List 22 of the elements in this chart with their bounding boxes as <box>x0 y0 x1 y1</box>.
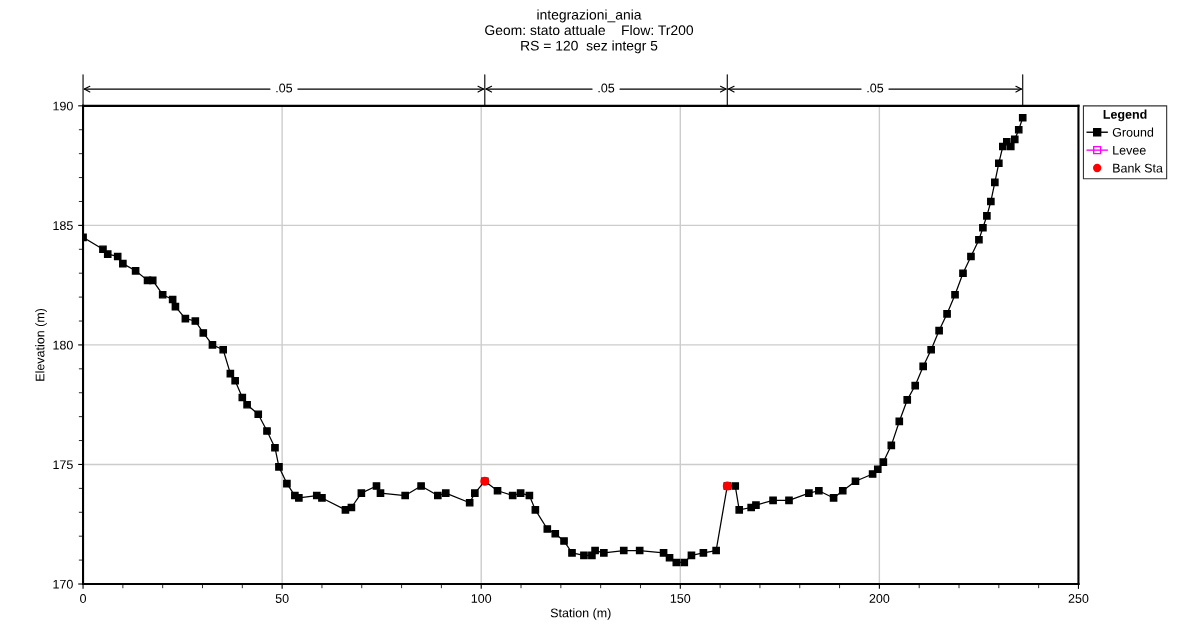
text: .05 <box>598 83 615 93</box>
legend-label: Ground <box>1112 127 1154 137</box>
legend-title: Legend <box>1103 109 1147 122</box>
chart-title: integrazioni_ania <box>537 9 642 23</box>
y-tick-label: 170 <box>53 579 73 589</box>
chart-subtitle: Geom: stato attuale Flow: Tr200 RS = 120 sez integr 5 <box>485 24 694 54</box>
legend-label: Bank Sta <box>1113 163 1163 173</box>
y-tick-label: 185 <box>53 221 73 231</box>
x-tick-label: 0 <box>80 594 87 603</box>
y-tick-label: 175 <box>53 460 73 470</box>
x-tick-label: 100 <box>471 594 492 603</box>
y-axis-title: Elevation (m) <box>35 308 47 381</box>
y-tick-label: 180 <box>53 340 73 350</box>
legend-label: Levee <box>1113 145 1146 155</box>
text: .05 <box>276 83 293 93</box>
x-axis-title: Station (m) <box>550 608 611 620</box>
x-tick-label: 200 <box>869 594 890 603</box>
x-tick-label: 150 <box>670 594 691 603</box>
x-tick-label: 250 <box>1068 594 1089 603</box>
y-tick-label: 190 <box>53 101 73 111</box>
x-tick-label: 50 <box>275 594 289 603</box>
text: .05 <box>867 83 884 93</box>
